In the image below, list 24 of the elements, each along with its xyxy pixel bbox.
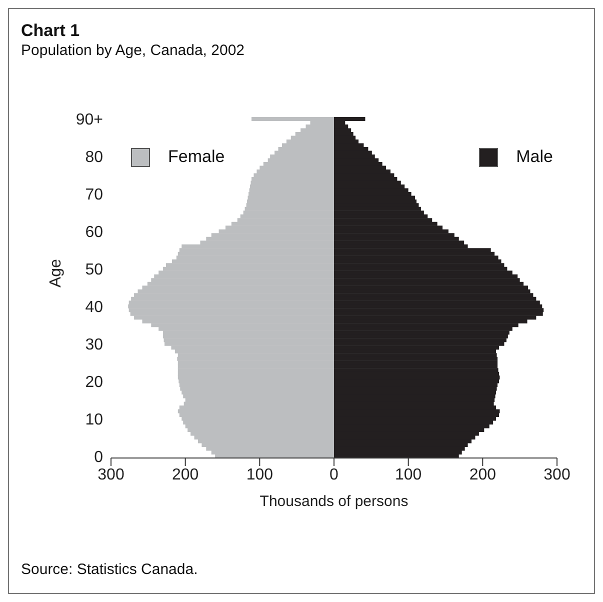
x-tick-label: 300 (98, 466, 124, 484)
y-tick-label: 90+ (76, 112, 103, 129)
y-tick-label: 70 (85, 186, 104, 204)
y-tick-label: 0 (94, 448, 104, 466)
y-tick-label: 20 (85, 374, 104, 391)
chart-title: Chart 1 (21, 21, 80, 41)
x-tick-label: 200 (469, 466, 496, 484)
x-tick-label: 200 (172, 466, 199, 484)
x-tick-label: 100 (394, 466, 422, 484)
x-axis-title: Thousands of persons (260, 493, 408, 510)
legend-label: Female (168, 147, 225, 167)
y-tick-label: 50 (85, 261, 104, 278)
x-tick-label: 0 (330, 466, 339, 484)
y-tick-label: 60 (85, 224, 104, 241)
legend-label: Male (516, 147, 553, 167)
chart-subtitle: Population by Age, Canada, 2002 (21, 42, 245, 59)
source-note: Source: Statistics Canada. (21, 561, 198, 578)
y-tick-label: 80 (85, 149, 104, 166)
x-tick-label: 300 (544, 466, 570, 484)
y-tick-label: 10 (85, 411, 104, 428)
y-tick-label: 40 (85, 298, 104, 316)
y-axis-title: Age (48, 258, 65, 288)
y-tick-label: 30 (85, 336, 104, 354)
x-tick-label: 100 (246, 466, 274, 484)
